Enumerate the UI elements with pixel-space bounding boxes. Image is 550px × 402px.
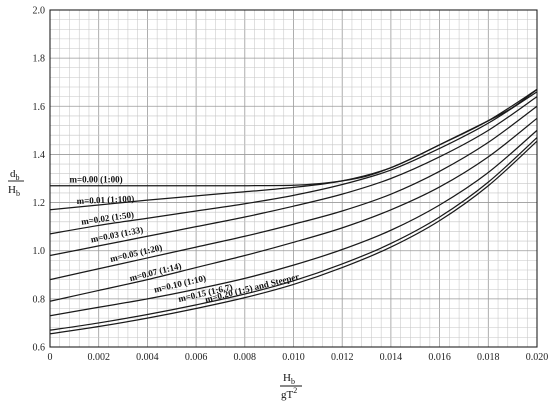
x-axis-label: Hb gT2: [280, 372, 302, 401]
x-axis-label-denominator: gT2: [281, 386, 297, 401]
curve-label-1: m=0.01 (1:100): [76, 194, 134, 207]
curve-series-6: [49, 129, 538, 317]
x-tick-label: 0.010: [282, 352, 305, 363]
plot-frame: [49, 9, 538, 348]
y-tick-label: 1.0: [33, 246, 46, 257]
y-tick-label: 1.6: [33, 102, 46, 113]
x-tick-label: 0.008: [234, 352, 257, 363]
x-tick-label: 0.004: [136, 352, 159, 363]
x-tick-label: 0.018: [477, 352, 500, 363]
y-tick-label: 1.8: [33, 54, 46, 65]
x-tick-label: 0.014: [380, 352, 403, 363]
curve-series-2: [49, 91, 538, 235]
curve-series-8: [49, 140, 538, 335]
curve-series-7: [49, 137, 538, 331]
curve-series-5: [49, 117, 538, 302]
y-axis-label-denominator: Hb: [8, 184, 20, 198]
y-tick-label: 2.0: [33, 6, 46, 17]
y-tick-label: 1.2: [33, 198, 46, 209]
curves: [49, 88, 538, 335]
curve-label-0: m=0.00 (1:00): [69, 175, 122, 185]
y-tick-label: 0.8: [33, 294, 46, 305]
x-tick-label: 0.002: [87, 352, 110, 363]
x-tick-label: 0.006: [185, 352, 208, 363]
curve-series-3: [49, 96, 538, 257]
x-axis-label-numerator: Hb: [283, 372, 295, 386]
y-axis-label: db Hb: [8, 168, 24, 198]
curve-label-3: m=0.03 (1:33): [90, 225, 144, 245]
x-tick-label: 0: [48, 352, 53, 363]
x-tick-label: 0.012: [331, 352, 354, 363]
curve-labels: m=0.00 (1:00)m=0.01 (1:100)m=0.02 (1:50)…: [69, 175, 300, 305]
x-tick-label: 0.020: [526, 352, 549, 363]
y-tick-label: 0.6: [33, 343, 46, 354]
y-axis-label-numerator: db: [10, 168, 20, 182]
y-tick-label: 1.4: [33, 150, 46, 161]
curve-series-1: [49, 88, 538, 211]
grid: [49, 9, 538, 348]
x-tick-label: 0.016: [428, 352, 451, 363]
curve-series-4: [49, 105, 538, 281]
y-tick-labels: 0.6 0.8 1.0 1.2 1.4 1.6 1.8 2.0: [33, 6, 46, 354]
x-tick-labels: 0 0.002 0.004 0.006 0.008 0.010 0.012 0.014 0.01…: [48, 352, 549, 363]
